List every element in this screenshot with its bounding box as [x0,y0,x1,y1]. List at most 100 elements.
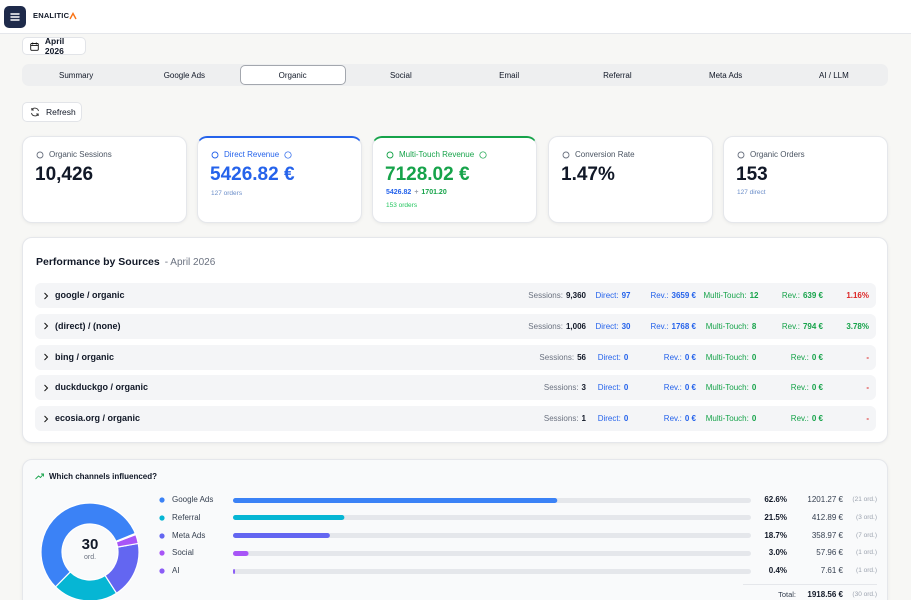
sessions: Sessions: 56 [466,345,586,370]
kpi-icon [386,151,394,158]
total-divider [743,584,877,585]
kpi-card: Organic Orders 153 127 direct [723,136,888,223]
direct-rev: Rev.: 3659 € [576,283,696,308]
multi-rev-value: 0 € [811,414,823,424]
chevron-path [44,384,49,392]
chevron-path [44,353,49,361]
sessions-value: 1 [581,414,586,424]
tab[interactable]: Google Ads [131,65,237,85]
source-row[interactable]: duckduckgo / organic Sessions: 3 Direct: 0 Re… [35,375,876,401]
tab-label: Summary [59,70,94,80]
sessions-label: Sessions: [528,321,563,331]
channels-card: Which channels influenced? 30 ord. Google A… [22,459,888,600]
source-name: google / organic [55,290,125,300]
direct-label: Direct: [595,291,619,300]
direct-label: Direct: [597,352,621,362]
share-label: 0.4% [768,566,787,576]
direct: Direct: 30 [553,314,673,339]
info-icon-circle [479,150,487,159]
kpi-label-row: Direct Revenue [211,150,292,159]
tab[interactable]: Social [348,65,454,85]
sessions-value: 3 [581,383,586,393]
info-icon-circle [284,150,292,159]
kpi-label-row: Organic Orders [737,150,805,159]
brand-mark [69,11,77,19]
kpi-icon [211,151,219,158]
top-bar [0,0,911,34]
conversion: - [749,375,869,400]
direct-rev: Rev.: 0 € [576,345,696,370]
trend-path [35,473,44,480]
amount: 412.89 € [811,512,843,522]
share-label: 3.0% [768,548,787,558]
kpi-icon [36,151,44,158]
legend-dot-shape [159,515,165,521]
direct-value: 0 [623,414,629,424]
kpi-card: Direct Revenue 5426.82 € 127 orders [197,136,362,223]
tab-label: Email [499,70,520,80]
direct: Direct: 0 [553,375,673,400]
tab[interactable]: Summary [23,65,129,85]
legend-dot-shape [159,532,165,539]
breakdown-part: + [414,189,419,196]
kpi-card: Multi-Touch Revenue 7128.02 € 5426.82 +1701… [372,136,537,223]
menu-icon [10,13,20,21]
source-row[interactable]: ecosia.org / organic Sessions: 1 Direct: 0 Re… [35,406,876,432]
direct-rev: Rev.: 0 € [576,406,696,431]
kpi-label: Organic Orders [750,150,805,159]
source-row[interactable]: google / organic Sessions: 9,360 Direct: 97 R… [35,283,876,308]
tab-label: Meta Ads [708,70,743,80]
kpi-breakdown: 5426.82 +1701.20 [386,189,450,196]
conversion-value: - [866,414,869,424]
bar-track [233,533,751,539]
share-bar [233,515,345,521]
orders: (3 ord.) [856,513,877,521]
direct-value: 30 [621,321,631,331]
sessions: Sessions: 1,006 [466,314,586,339]
kpi-card: Conversion Rate 1.47% [548,136,713,223]
multi-touch-label: Multi-Touch: [705,414,749,424]
direct-rev-label: Rev.: [663,352,682,362]
direct-rev-label: Rev.: [650,321,669,331]
share-bar [233,568,236,574]
orders: (1 ord.) [856,549,877,557]
tab[interactable]: AI / LLM [781,65,887,85]
bar-bg [233,533,751,539]
conversion: 3.78% [749,314,869,339]
tab[interactable]: Organic [239,65,346,85]
kpi-icon-shape [386,151,394,158]
refresh-button[interactable]: Refresh [22,102,82,122]
tab[interactable]: Meta Ads [673,65,779,85]
direct: Direct: 0 [553,406,673,431]
source-row[interactable]: bing / organic Sessions: 56 Direct: 0 Rev.: 0 … [35,344,876,370]
chevron [44,353,49,361]
tab-label: Referral [603,70,632,80]
conversion-value: 1.16% [846,291,869,300]
tab[interactable]: Referral [564,65,670,85]
multi-touch: Multi-Touch: 12 [671,283,791,308]
bar-track [233,497,751,503]
legend-dot [159,497,165,503]
channels-header: Which channels influenced? [35,472,157,481]
kpi-card: Organic Sessions 10,426 [22,136,187,223]
chevron-path [44,322,49,330]
multi-rev-label: Rev.: [781,291,800,300]
direct-rev-value: 1768 € [671,321,696,331]
channel-name: AI [172,566,180,576]
donut-center-value: 30 [81,536,99,553]
direct-rev: Rev.: 1768 € [576,314,696,339]
conversion-value: - [866,352,869,362]
multi-rev: Rev.: 0 € [703,406,823,431]
date-button[interactable]: April 2026 [22,36,86,56]
multi-touch-value: 0 [751,383,757,393]
sessions-label: Sessions: [543,414,579,424]
direct-rev-label: Rev.: [663,414,682,424]
channel-name: Referral [172,512,201,522]
source-row[interactable]: (direct) / (none) Sessions: 1,006 Direct: 30… [35,313,876,339]
menu-button[interactable] [4,6,26,28]
performance-card: Performance by Sources - April 2026 google… [22,237,888,443]
direct-rev-value: 0 € [684,414,696,424]
kpi-value: 10,426 [35,164,94,185]
share-bar [233,550,249,556]
tab[interactable]: Email [456,65,562,85]
